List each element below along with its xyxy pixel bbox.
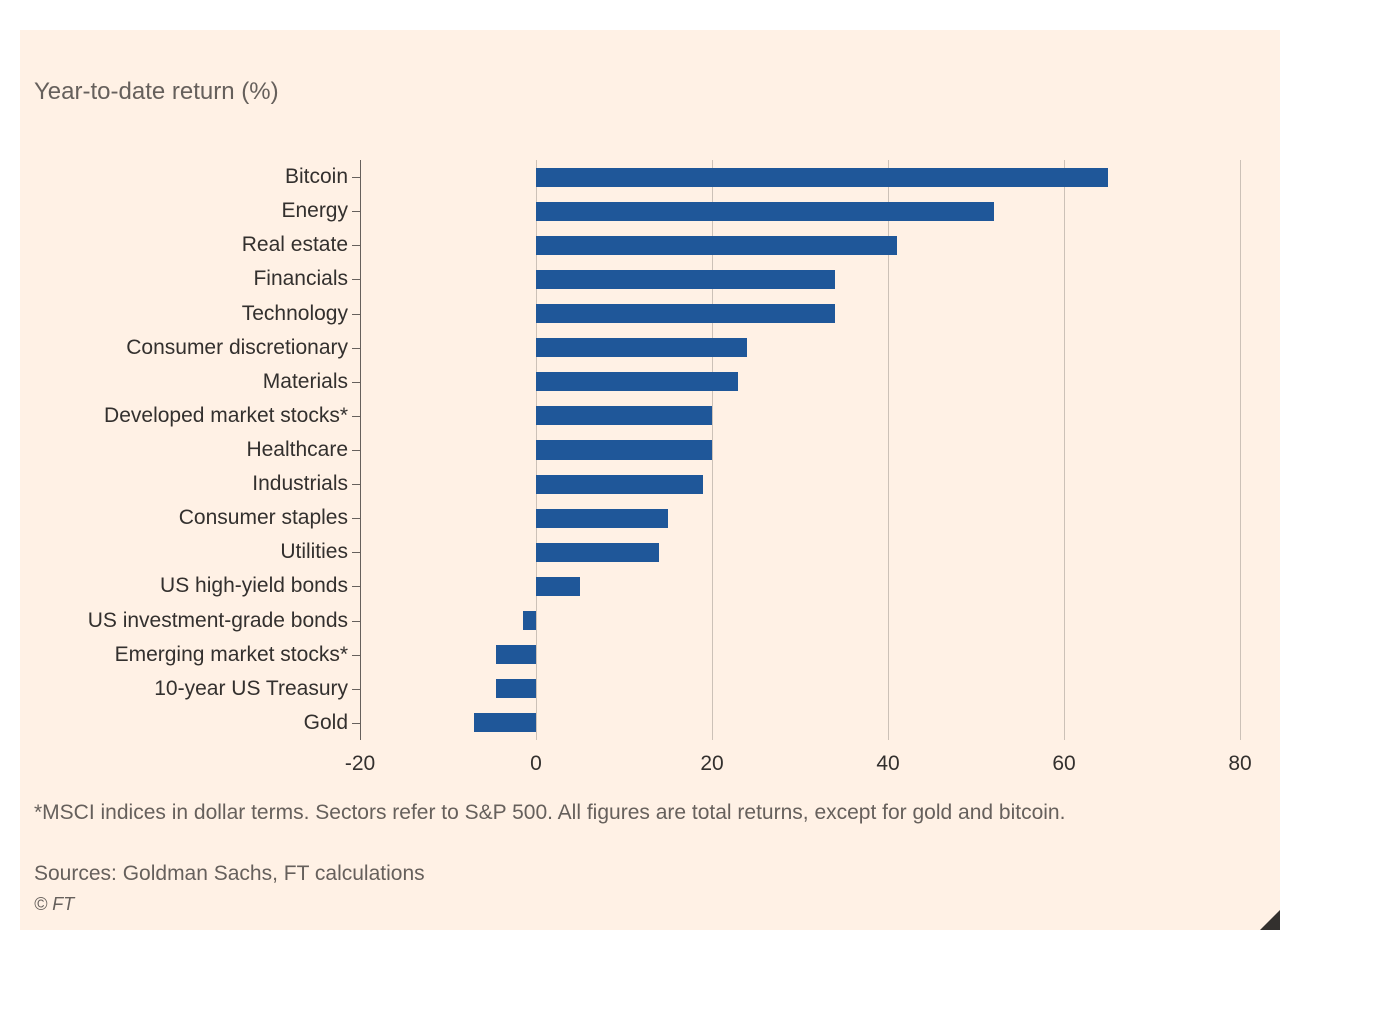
bar xyxy=(536,577,580,596)
chart-title: Year-to-date return (%) xyxy=(34,78,279,106)
corner-flag-icon xyxy=(1260,910,1280,930)
category-label: Bitcoin xyxy=(285,163,348,191)
x-tick-label: -20 xyxy=(345,752,375,776)
bar xyxy=(536,236,897,255)
y-tick-mark xyxy=(352,382,360,383)
category-label: Financials xyxy=(253,265,348,293)
category-label: Consumer staples xyxy=(179,504,348,532)
category-label: Utilities xyxy=(280,538,348,566)
category-label: US investment-grade bonds xyxy=(88,607,348,635)
category-label: Consumer discretionary xyxy=(126,334,348,362)
bar xyxy=(496,679,536,698)
category-label: Healthcare xyxy=(246,436,348,464)
category-label: Industrials xyxy=(252,470,348,498)
bar xyxy=(536,202,994,221)
plot-area: -20020406080BitcoinEnergyReal estateFina… xyxy=(360,160,1240,740)
gridline xyxy=(1240,160,1241,740)
bar xyxy=(496,645,536,664)
y-tick-mark xyxy=(352,552,360,553)
bar xyxy=(536,406,712,425)
y-tick-mark xyxy=(352,621,360,622)
category-label: Gold xyxy=(304,709,348,737)
bar xyxy=(523,611,536,630)
y-tick-mark xyxy=(352,723,360,724)
x-tick-label: 40 xyxy=(876,752,899,776)
y-tick-mark xyxy=(352,245,360,246)
bar xyxy=(536,304,835,323)
x-tick-label: 0 xyxy=(530,752,542,776)
y-tick-mark xyxy=(352,279,360,280)
y-tick-mark xyxy=(352,484,360,485)
bar xyxy=(536,270,835,289)
y-tick-mark xyxy=(352,689,360,690)
category-label: Technology xyxy=(242,300,348,328)
bar xyxy=(536,543,659,562)
x-tick-label: 80 xyxy=(1228,752,1251,776)
y-tick-mark xyxy=(352,586,360,587)
y-tick-mark xyxy=(352,314,360,315)
bar xyxy=(536,338,747,357)
y-tick-mark xyxy=(352,416,360,417)
y-tick-mark xyxy=(352,211,360,212)
bar xyxy=(536,372,738,391)
category-label: Developed market stocks* xyxy=(104,402,348,430)
x-tick-label: 60 xyxy=(1052,752,1075,776)
bar xyxy=(536,475,703,494)
y-tick-mark xyxy=(352,518,360,519)
category-label: US high-yield bonds xyxy=(160,572,348,600)
x-tick-label: 20 xyxy=(700,752,723,776)
category-label: Materials xyxy=(263,368,348,396)
y-tick-mark xyxy=(352,450,360,451)
bar xyxy=(536,440,712,459)
chart-container: Year-to-date return (%) -20020406080Bitc… xyxy=(20,30,1280,930)
y-axis-line xyxy=(360,160,361,740)
bar xyxy=(536,168,1108,187)
gridline xyxy=(1064,160,1065,740)
y-tick-mark xyxy=(352,348,360,349)
y-tick-mark xyxy=(352,655,360,656)
chart-sources: Sources: Goldman Sachs, FT calculations xyxy=(34,862,425,886)
y-tick-mark xyxy=(352,177,360,178)
bar xyxy=(536,509,668,528)
chart-copyright: © FT xyxy=(34,894,74,915)
category-label: Emerging market stocks* xyxy=(115,641,348,669)
category-label: Energy xyxy=(281,197,348,225)
bar xyxy=(474,713,536,732)
category-label: 10-year US Treasury xyxy=(154,675,348,703)
category-label: Real estate xyxy=(242,231,348,259)
chart-footnote: *MSCI indices in dollar terms. Sectors r… xyxy=(34,798,1240,827)
